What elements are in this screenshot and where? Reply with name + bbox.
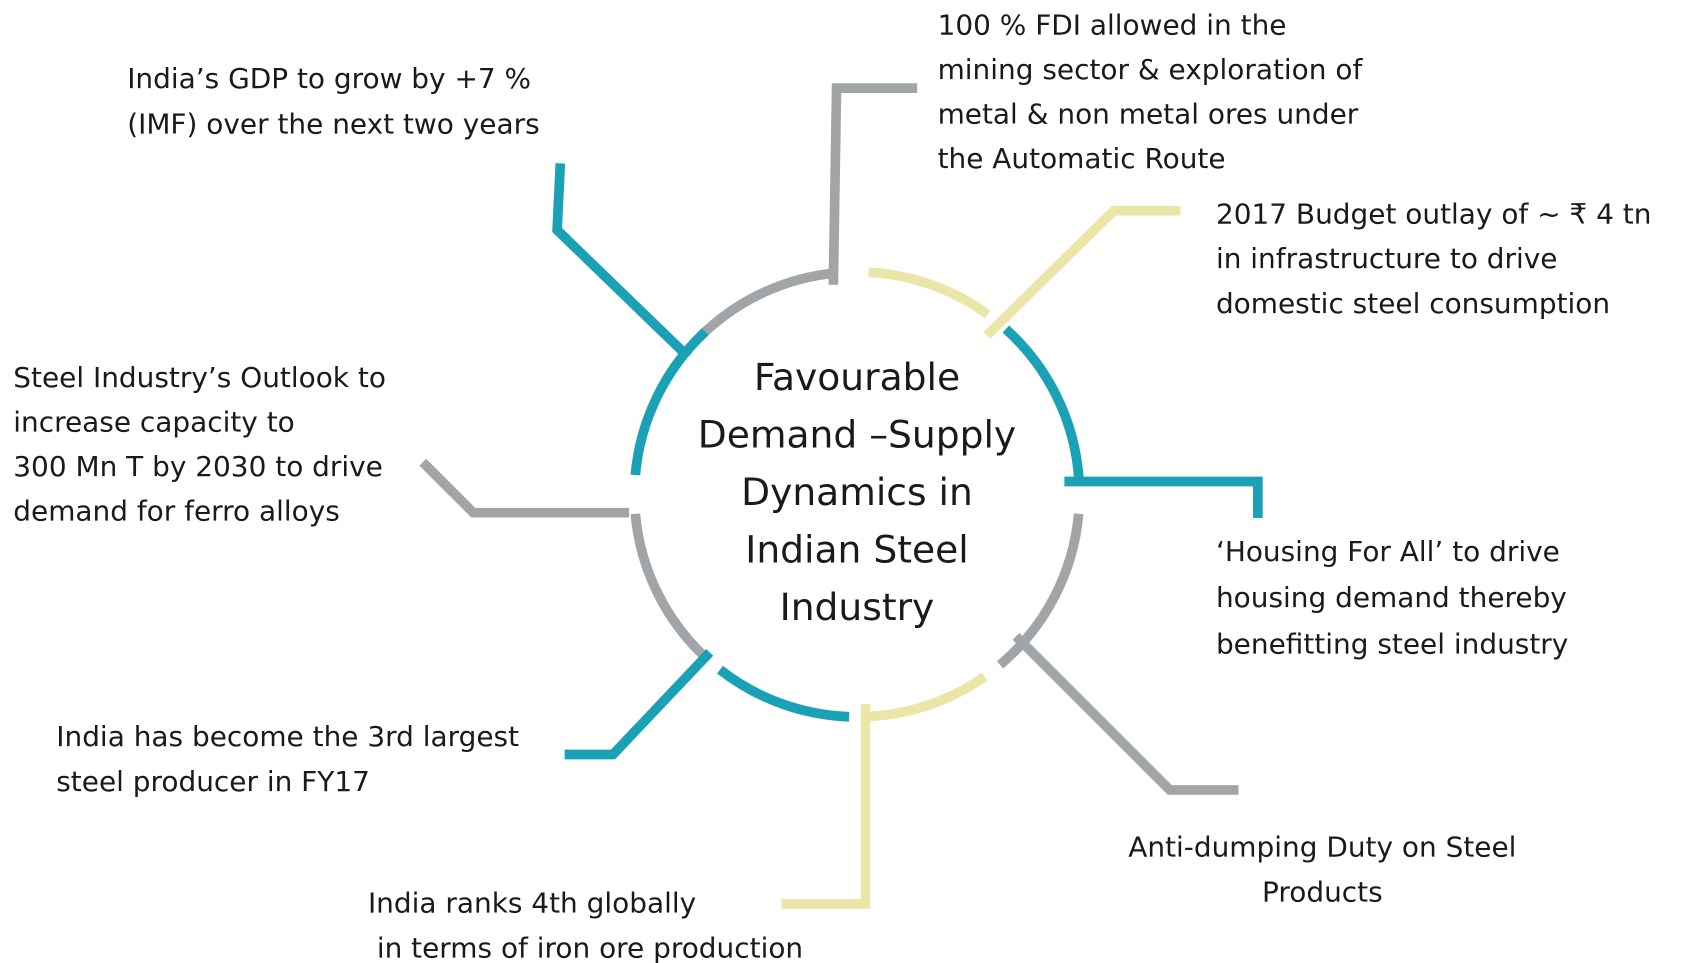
node-text: 100 % FDI allowed in the mining sector & …	[938, 8, 1364, 175]
node-text: 2017 Budget outlay of ~ ₹ 4 tn in infrast…	[1216, 198, 1651, 320]
connector	[781, 703, 871, 909]
arc-segment	[1002, 325, 1084, 480]
connector	[1012, 632, 1239, 795]
text-line: mining sector & exploration of	[938, 53, 1364, 86]
arc-segment	[696, 267, 839, 341]
connector	[552, 163, 692, 361]
text-line: in infrastructure to drive	[1216, 242, 1558, 275]
connector	[828, 83, 918, 285]
text-line: domestic steel consumption	[1216, 287, 1610, 320]
node-text: India ranks 4th globally in terms of iro…	[368, 886, 803, 963]
text-line: Anti-dumping Duty on Steel	[1128, 831, 1516, 864]
node-text: Steel Industry’s Outlook to increase capa…	[13, 361, 386, 528]
text-line: India ranks 4th globally	[368, 886, 696, 919]
center-title: Favourable Demand –Supply Dynamics in India…	[698, 355, 1016, 629]
text-line: Demand –Supply	[698, 413, 1016, 457]
text-line: the Automatic Route	[938, 142, 1226, 175]
connector	[1064, 476, 1263, 519]
arc-segment	[717, 665, 850, 722]
text-line: demand for ferro alloys	[13, 495, 340, 528]
text-line: India has become the 3rd largest	[56, 720, 519, 753]
text-line: Industry	[780, 585, 935, 629]
arc-segment	[630, 328, 709, 476]
arc-segment	[868, 267, 991, 319]
node-text: ‘Housing For All’ to drive housing demand…	[1216, 535, 1568, 660]
text-line: India’s GDP to grow by +7 %	[127, 62, 531, 95]
labels: India’s GDP to grow by +7 % (IMF) over th…	[13, 8, 1651, 963]
text-line: Products	[1262, 876, 1383, 909]
text-line: (IMF) over the next two years	[127, 107, 539, 140]
arc-segment	[864, 672, 988, 722]
text-line: in terms of iron ore production	[368, 932, 803, 963]
text-line: ‘Housing For All’ to drive	[1216, 535, 1560, 568]
text-line: Indian Steel	[745, 528, 968, 572]
connector	[564, 649, 714, 760]
connectors	[419, 83, 1263, 909]
text-line: Favourable	[754, 355, 960, 399]
connector	[983, 205, 1181, 339]
arc-segment	[630, 513, 712, 664]
text-line: Steel Industry’s Outlook to	[13, 361, 386, 394]
connector	[419, 458, 630, 518]
text-line: steel producer in FY17	[56, 765, 370, 798]
text-line: 100 % FDI allowed in the	[938, 8, 1287, 41]
node-text: India has become the 3rd largest steel pr…	[56, 720, 519, 798]
arc-segment	[996, 513, 1084, 669]
text-line: increase capacity to	[13, 406, 295, 439]
text-line: benefitting steel industry	[1216, 627, 1568, 660]
node-text: India’s GDP to grow by +7 % (IMF) over th…	[127, 62, 539, 140]
text-line: housing demand thereby	[1216, 581, 1567, 614]
text-line: 300 Mn T by 2030 to drive	[13, 450, 383, 483]
node-text: Anti-dumping Duty on Steel Products	[1128, 831, 1516, 909]
text-line: metal & non metal ores under	[938, 98, 1359, 131]
text-line: 2017 Budget outlay of ~ ₹ 4 tn	[1216, 198, 1651, 231]
text-line: Dynamics in	[741, 470, 973, 514]
